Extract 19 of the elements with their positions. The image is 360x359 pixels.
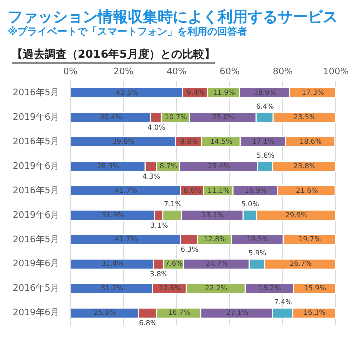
chart-title: ファッション情報収集時によく利用するサービス xyxy=(8,8,339,26)
y-tick-label: 2016年5月 xyxy=(12,185,60,196)
y-tick-label: 2019年6月 xyxy=(12,210,60,221)
text: 【過去調査（2016年5月度）との比較】 xyxy=(12,47,216,64)
y-tick-label: 2019年6月 xyxy=(12,308,60,319)
y-tick-label: 2016年5月 xyxy=(12,136,60,148)
x-tick-label: 100% xyxy=(323,68,350,78)
y-tick-label: 2016年5月 xyxy=(12,87,60,98)
x-tick-label: 0% xyxy=(63,68,78,78)
y-tick-label: 2019年6月 xyxy=(12,112,60,123)
chart-subtitle: ※プライベートで「スマートフォン」を利用の回答者 xyxy=(8,26,249,39)
x-tick-label: 80% xyxy=(273,68,294,78)
x-tick-label: 20% xyxy=(114,68,134,78)
y-tick-label: 2016年5月 xyxy=(12,283,60,294)
y-tick-label: 2019年6月 xyxy=(12,160,60,172)
x-tick-label: 40% xyxy=(166,68,188,78)
x-tick-label: 60% xyxy=(220,68,240,78)
y-tick-label: 2019年6月 xyxy=(12,258,60,270)
y-tick-label: 2016年5月 xyxy=(12,234,60,246)
